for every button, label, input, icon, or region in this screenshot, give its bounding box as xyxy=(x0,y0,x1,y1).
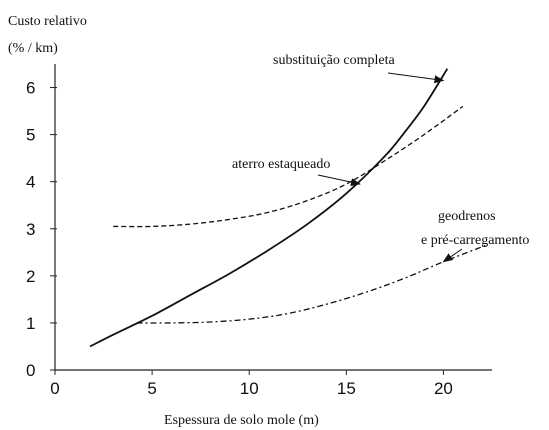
x-axis-label: Espessura de solo mole (m) xyxy=(164,413,319,428)
annotation-label-substituicao: substituição completa xyxy=(273,53,395,68)
x-tick-label: 10 xyxy=(240,379,259,398)
arrow-substituicao-completa xyxy=(387,72,445,84)
series-aterro-estaqueado-line xyxy=(113,105,464,228)
x-tick-label: 15 xyxy=(337,379,356,398)
axes: 0 1 2 3 4 5 6 0 5 10 15 20 xyxy=(26,64,492,398)
x-tick-label: 20 xyxy=(434,379,453,398)
arrow-geodrenos xyxy=(442,248,463,263)
series-substituicao-completa-line xyxy=(89,68,449,348)
annotation-label-geodrenos: geodrenos xyxy=(438,209,496,224)
series-lines xyxy=(89,68,487,348)
y-tick-label: 0 xyxy=(26,361,35,380)
x-tick-label: 0 xyxy=(50,379,59,398)
y-axis-label-line1: Custo relativo xyxy=(8,14,87,29)
annotation-arrows xyxy=(317,72,463,263)
y-tick-label: 5 xyxy=(26,126,35,145)
series-geodrenos-line xyxy=(136,244,487,324)
y-axis-label-line2: (% / km) xyxy=(8,41,58,56)
y-tick-label: 1 xyxy=(26,314,35,333)
y-tick-label: 4 xyxy=(26,173,35,192)
x-tick-label: 5 xyxy=(147,379,156,398)
annotation-label-aterro: aterro estaqueado xyxy=(232,157,330,172)
arrow-aterro-estaqueado xyxy=(317,174,361,187)
annotation-label-pre-carregamento: e pré-carregamento xyxy=(421,233,529,248)
y-tick-label: 3 xyxy=(26,220,35,239)
y-tick-label: 6 xyxy=(26,79,35,98)
y-tick-label: 2 xyxy=(26,267,35,286)
